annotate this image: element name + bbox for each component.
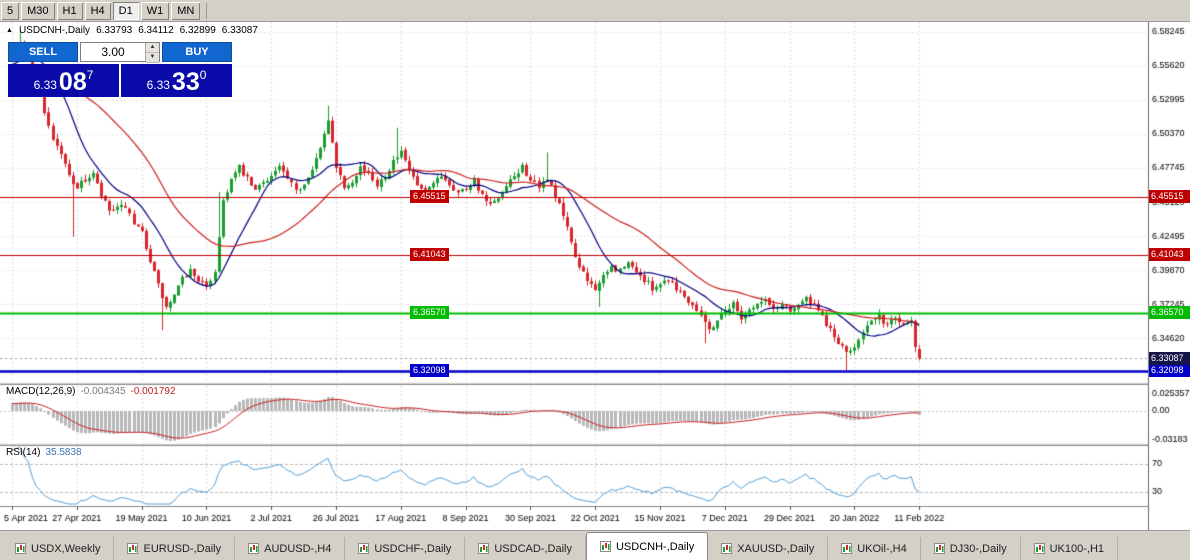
timeframe-button-h1[interactable]: H1 bbox=[56, 1, 83, 20]
level-line-label-1: 6.45515 bbox=[410, 190, 449, 204]
tab-chart-icon bbox=[478, 543, 490, 554]
timeframe-toolbar: 5 M30 H1 H4 D1 W1 MN bbox=[0, 0, 1190, 22]
chart-tab-bar: USDX,Weekly EURUSD-,Daily AUDUSD-,H4 USDCHF… bbox=[0, 530, 1190, 560]
tab-chart-icon bbox=[127, 543, 139, 554]
toolbar-separator bbox=[206, 2, 208, 19]
tab-chart-icon bbox=[841, 543, 853, 554]
axis-price-badge-3: 6.36570 bbox=[1149, 306, 1190, 320]
axis-price-badge-2: 6.41043 bbox=[1149, 248, 1190, 262]
bid-price-sup: 7 bbox=[86, 68, 94, 82]
ask-price-big: 33 bbox=[171, 68, 200, 96]
tab-usdcad-daily[interactable]: USDCAD-,Daily bbox=[465, 537, 586, 560]
buy-button[interactable]: BUY bbox=[162, 42, 232, 62]
timeframe-button-h4[interactable]: H4 bbox=[84, 1, 111, 20]
macd-main-value: -0.004345 bbox=[80, 386, 126, 397]
volume-spinner: ▲ ▼ bbox=[145, 43, 159, 63]
tab-uk100-h1[interactable]: UK100-,H1 bbox=[1021, 537, 1119, 560]
current-price-badge: 6.33087 bbox=[1149, 351, 1190, 365]
tab-usdchf-daily[interactable]: USDCHF-,Daily bbox=[345, 537, 466, 560]
timeframe-button-d1[interactable]: D1 bbox=[112, 1, 139, 20]
timeframe-button-w1[interactable]: W1 bbox=[140, 1, 170, 20]
volume-down-button[interactable]: ▼ bbox=[146, 53, 159, 63]
bid-price-display[interactable]: 6.33 08 7 bbox=[8, 64, 119, 97]
tab-usdx-weekly[interactable]: USDX,Weekly bbox=[2, 537, 115, 560]
tab-usdcnh-daily[interactable]: USDCNH-,Daily bbox=[585, 532, 709, 560]
bid-price-big: 08 bbox=[58, 68, 87, 96]
level-line-label-3: 6.36570 bbox=[410, 306, 449, 320]
timeframe-button-m30[interactable]: M30 bbox=[21, 1, 55, 20]
ask-price-small: 6.33 bbox=[146, 78, 170, 92]
ohlc-low: 6.32899 bbox=[179, 25, 216, 36]
tab-audusd-h4[interactable]: AUDUSD-,H4 bbox=[235, 537, 346, 560]
tab-dj30-daily[interactable]: DJ30-,Daily bbox=[921, 537, 1021, 560]
ohlc-open: 6.33793 bbox=[96, 25, 133, 36]
tab-chart-icon bbox=[1033, 543, 1045, 554]
tab-chart-icon bbox=[599, 541, 611, 552]
ask-price-sup: 0 bbox=[199, 68, 207, 82]
macd-indicator-label: MACD(12,26,9) -0.004345 -0.001792 bbox=[6, 386, 176, 397]
tab-chart-icon bbox=[721, 543, 733, 554]
level-line-label-4: 6.32098 bbox=[410, 364, 449, 378]
macd-name: MACD(12,26,9) bbox=[6, 386, 76, 397]
sell-button[interactable]: SELL bbox=[8, 42, 78, 62]
chart-ohlc-header: ▲ USDCNH-,Daily 6.33793 6.34112 6.32899 … bbox=[6, 25, 258, 36]
rsi-indicator-label: RSI(14) 35.5838 bbox=[6, 447, 82, 458]
axis-price-badge-1: 6.45515 bbox=[1149, 190, 1190, 204]
ask-price-display[interactable]: 6.33 33 0 bbox=[121, 64, 232, 97]
tab-eurusd-daily[interactable]: EURUSD-,Daily bbox=[114, 537, 236, 560]
timeframe-button-5[interactable]: 5 bbox=[1, 1, 20, 20]
tab-chart-icon bbox=[933, 543, 945, 554]
ohlc-high: 6.34112 bbox=[138, 25, 174, 36]
rsi-value: 35.5838 bbox=[45, 447, 82, 458]
tab-xauusd-daily[interactable]: XAUUSD-,Daily bbox=[708, 537, 829, 560]
timeframe-button-mn[interactable]: MN bbox=[171, 1, 201, 20]
macd-signal-value: -0.001792 bbox=[130, 386, 176, 397]
collapse-arrow-icon[interactable]: ▲ bbox=[6, 27, 13, 34]
volume-up-button[interactable]: ▲ bbox=[146, 43, 159, 53]
tab-chart-icon bbox=[15, 543, 26, 554]
level-line-label-2: 6.41043 bbox=[410, 248, 449, 262]
ohlc-close: 6.33087 bbox=[221, 25, 258, 36]
one-click-trading-widget: SELL 3.00 ▲ ▼ BUY 6.33 08 7 6.33 33 0 bbox=[8, 42, 232, 97]
tab-chart-icon bbox=[358, 543, 370, 554]
price-chart-canvas[interactable] bbox=[0, 22, 1190, 530]
bid-price-small: 6.33 bbox=[33, 78, 57, 92]
tab-chart-icon bbox=[248, 543, 260, 554]
axis-price-badge-4: 6.32098 bbox=[1149, 364, 1190, 378]
rsi-name: RSI(14) bbox=[6, 447, 41, 458]
tab-ukoil-h4[interactable]: UKOil-,H4 bbox=[828, 537, 921, 560]
volume-field[interactable]: 3.00 ▲ ▼ bbox=[80, 42, 160, 63]
chart-symbol-label: USDCNH-,Daily bbox=[18, 25, 91, 36]
volume-value[interactable]: 3.00 bbox=[101, 45, 125, 59]
